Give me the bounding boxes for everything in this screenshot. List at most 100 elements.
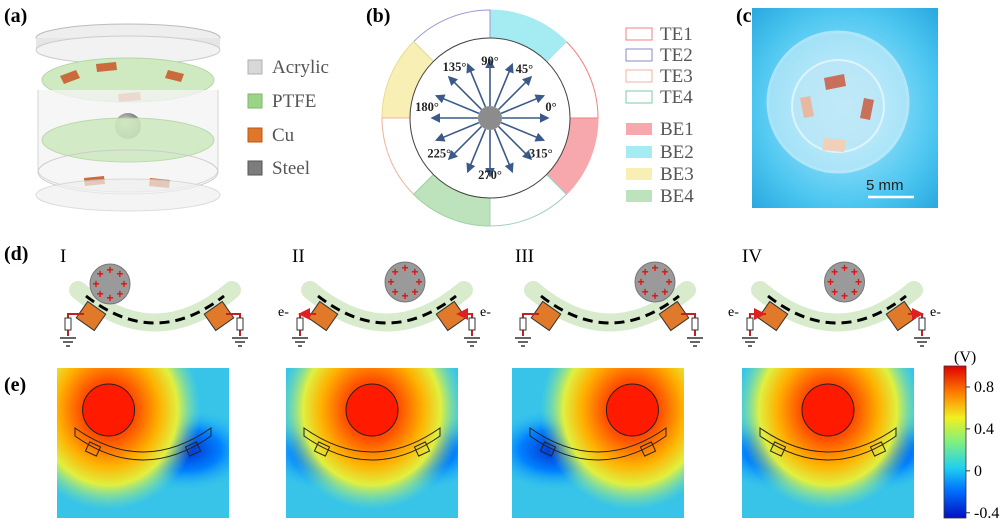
angle-label: 225° [427,147,451,161]
direction-arrow [447,75,483,111]
steel-ball [824,261,865,303]
stage-2: II++++++ + +e-e- [278,246,491,347]
legend-cu: Cu [272,125,295,146]
te1-swatch [625,27,653,41]
load-resistor [64,317,72,331]
positive-charge: + [642,285,649,299]
angle-label: 45° [516,62,534,76]
ball-outline [345,383,399,437]
positive-charge: + [831,285,838,299]
te4-swatch [625,90,653,104]
electron-label-right: e- [930,305,941,320]
load-resistor [746,317,754,331]
colorbar-tick-label: 0 [974,463,982,480]
ptfe-beam [69,281,241,332]
angle-label: 0° [545,100,556,114]
electron-label-left: e- [278,305,289,320]
colorbar-tick-label: 0.8 [974,379,994,396]
stage-label: III [515,246,534,267]
electron-label-left: e- [728,305,739,320]
load-resistor [236,317,244,331]
stage-label: IV [742,246,762,267]
panel-e-label: (e) [4,374,26,396]
charge-layer [317,294,457,325]
steel-ball [89,263,131,305]
panel-b-label: (b) [366,5,390,27]
electrode-outline [539,441,557,457]
stage-label: II [292,246,305,267]
direction-arrow [466,62,487,108]
ground-icon [687,337,703,347]
positive-charge: + [120,277,127,291]
direction-arrow [500,121,546,142]
te2-swatch [625,48,653,62]
cu-electrode-top-3 [165,70,184,82]
legend-te3: TE3 [660,66,693,87]
positive-charge: + [401,289,408,303]
direction-arrow [497,125,533,161]
panel-a: (a) Acrylic PTFE Cu [4,5,329,212]
positive-region [286,368,458,510]
panel-c: (c) 5 mm [736,5,938,208]
panel-d-label: (d) [4,243,28,265]
potential-map-2 [286,368,458,518]
electrode-outline [84,441,102,457]
panel-d: (d) I++++++ + +II++++++ + +e-e-III++++++ + +IV… [4,243,941,347]
steel-swatch [247,160,263,176]
angle-label: 270° [478,168,502,182]
ball-outline [605,383,659,437]
positive-charge: + [97,287,104,301]
legend-ptfe: PTFE [272,91,316,112]
ground-icon [515,337,531,347]
positive-charge: + [116,267,123,281]
cu-electrode-top-2 [96,62,117,72]
steel-ball [634,261,676,303]
direction-arrow [497,75,533,111]
electrode-outline [769,441,787,457]
photo-electrode-left [800,96,814,118]
stage-4: IV++++++ + +e-e- [728,246,941,347]
direction-arrow [434,94,480,115]
positive-charge: + [841,261,848,275]
direction-arrow [447,125,483,161]
right-electrode [658,300,690,332]
electrode-outline [184,441,202,457]
cu-swatch [247,127,263,143]
material-legend: Acrylic PTFE Cu Steel [247,57,329,179]
positive-charge: + [855,275,862,289]
load-resistor [918,317,926,331]
angle-label: 135° [443,60,467,74]
positive-charge: + [401,261,408,275]
charge-layer [767,294,907,325]
positive-charge: + [411,285,418,299]
angle-label: 180° [415,100,439,114]
angle-label: 90° [481,54,499,68]
right-electrode [203,300,235,332]
acrylic-swatch [247,59,263,75]
legend-be3: BE3 [660,164,694,185]
positive-charge: + [851,285,858,299]
panel-a-label: (a) [4,5,27,27]
be3-swatch [626,168,652,180]
stage-1: I++++++ + + [60,246,248,347]
left-electrode [75,300,107,332]
electrode-outline [869,441,887,457]
potential-maps [57,368,914,518]
legend-te1: TE1 [660,24,693,45]
direction-arrow [466,128,487,174]
positive-charge: + [106,291,113,305]
positive-charge: + [411,265,418,279]
colorbar-tick-label: 0.4 [974,421,994,438]
positive-charge: + [392,285,399,299]
ball-outline [82,383,136,437]
acrylic-bottom-cap [35,178,221,212]
te3-swatch [625,69,653,83]
ptfe-beam [524,281,696,332]
load-resistor [691,317,699,331]
electron-label-right: e- [480,305,491,320]
legend-te2: TE2 [660,45,693,66]
panel-b: (b) 90° 45° 0° 315° 270° 225° 180° 135° TE1 TE2… [366,5,694,227]
ptfe-beam [751,281,923,332]
positive-charge: + [831,265,838,279]
direction-arrow [500,94,546,115]
